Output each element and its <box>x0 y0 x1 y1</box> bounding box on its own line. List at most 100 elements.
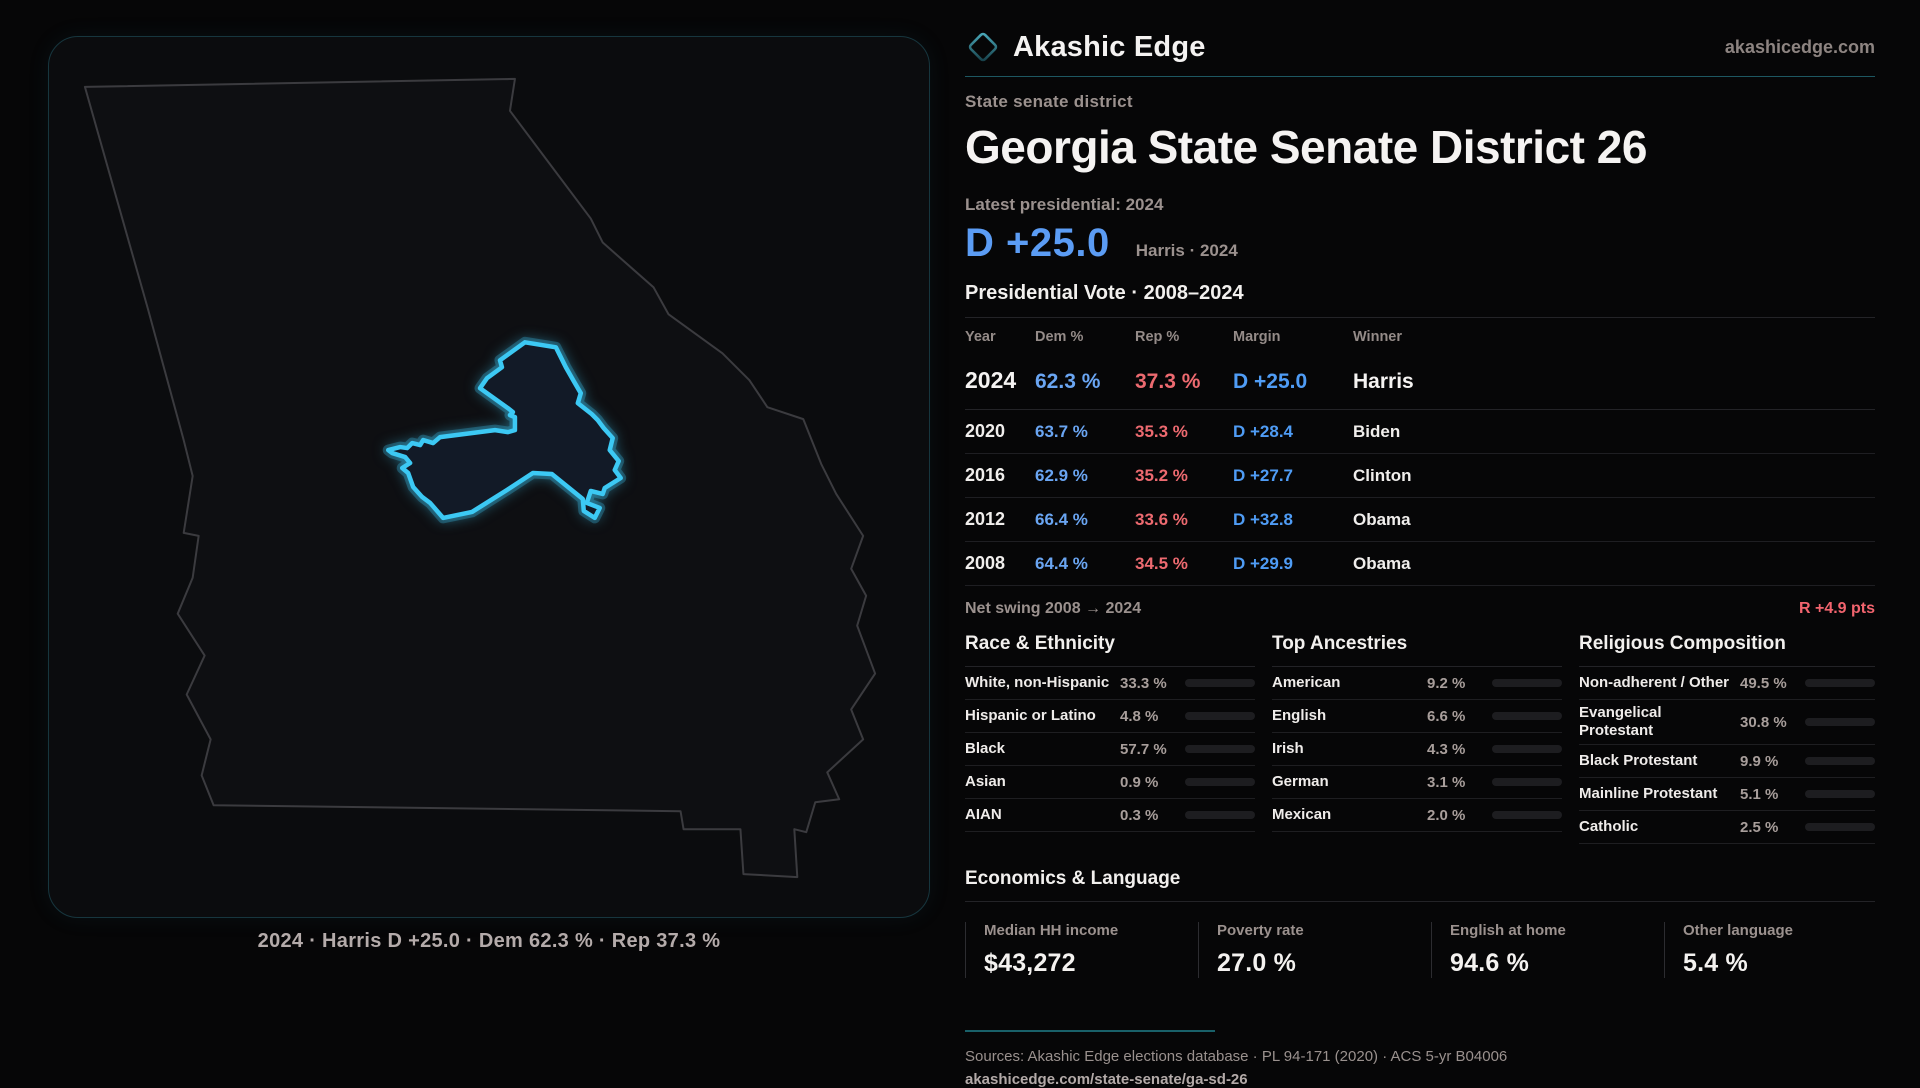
stat-block: Median HH income $43,272 <box>965 922 1198 978</box>
metric-value: 2.0 % <box>1427 806 1466 824</box>
metric-label: Mexican <box>1272 806 1332 823</box>
map-caption: 2024 · Harris D +25.0 · Dem 62.3 % · Rep… <box>257 930 721 952</box>
metric-value: 49.5 % <box>1740 674 1787 692</box>
metric-bar <box>1805 718 1875 726</box>
stat-value: 94.6 % <box>1450 949 1530 977</box>
race-ethnicity-section: Race & Ethnicity White, non-Hispanic 33.… <box>965 633 1255 844</box>
metric-label: American <box>1272 674 1341 691</box>
list-item: Black Protestant 9.9 % <box>1579 745 1875 778</box>
table-row: 2012 66.4 % 33.6 % D +32.8 Obama <box>965 498 1875 542</box>
metric-value: 9.2 % <box>1427 674 1466 692</box>
cell-rep: 35.2 % <box>1135 466 1188 485</box>
metric-label: Black Protestant <box>1579 752 1698 769</box>
metric-bar <box>1185 811 1255 819</box>
vote-table-header: Year Dem % Rep % Margin Winner <box>965 318 1875 354</box>
cell-margin: D +25.0 <box>1233 370 1308 393</box>
list-item: American 9.2 % <box>1272 667 1562 700</box>
metric-value: 33.3 % <box>1120 674 1167 692</box>
list-item: Evangelical Protestant 30.8 % <box>1579 700 1875 745</box>
metric-bar <box>1185 745 1255 753</box>
metric-label: Hispanic or Latino <box>965 707 1096 724</box>
metric-label: White, non-Hispanic <box>965 674 1110 691</box>
stat-block: Other language 5.4 % <box>1664 922 1875 978</box>
cell-rep: 34.5 % <box>1135 554 1188 573</box>
metric-value: 4.3 % <box>1427 740 1466 758</box>
district-26-shape <box>385 340 623 521</box>
col-header-winner: Winner <box>1353 329 1403 345</box>
metric-bar <box>1492 679 1562 687</box>
list-item: Hispanic or Latino 4.8 % <box>965 700 1255 733</box>
vote-table: Year Dem % Rep % Margin Winner 2024 62.3… <box>965 317 1875 586</box>
section-title: Top Ancestries <box>1272 633 1562 667</box>
list-item: AIAN 0.3 % <box>965 799 1255 832</box>
cell-margin: D +27.7 <box>1233 466 1294 485</box>
table-row: 2024 62.3 % 37.3 % D +25.0 Harris <box>965 354 1875 410</box>
cell-margin: D +28.4 <box>1233 422 1294 441</box>
metric-label: Evangelical Protestant <box>1579 704 1662 739</box>
metric-value: 5.1 % <box>1740 785 1779 803</box>
cell-year: 2016 <box>965 465 1006 485</box>
net-swing-row: Net swing 2008 → 2024 R +4.9 pts <box>965 586 1875 618</box>
metric-label: Catholic <box>1579 818 1639 835</box>
section-title: Economics & Language <box>965 868 1875 902</box>
stat-block: English at home 94.6 % <box>1431 922 1664 978</box>
list-item: Asian 0.9 % <box>965 766 1255 799</box>
cell-winner: Clinton <box>1353 466 1412 485</box>
cell-rep: 33.6 % <box>1135 510 1188 529</box>
metric-label: Mainline Protestant <box>1579 785 1718 802</box>
district-type-kicker: State senate district <box>965 92 1133 111</box>
net-swing-label: Net swing 2008 → 2024 <box>965 600 1142 617</box>
stat-label: English at home <box>1450 922 1566 939</box>
cell-winner: Harris <box>1353 370 1414 393</box>
metric-value: 30.8 % <box>1740 713 1787 731</box>
col-header-rep: Rep % <box>1135 329 1180 345</box>
page-title: Georgia State Senate District 26 <box>965 121 1647 173</box>
cell-dem: 66.4 % <box>1035 510 1088 529</box>
metric-bar <box>1492 745 1562 753</box>
cell-year: 2024 <box>965 367 1017 393</box>
district-map-panel <box>48 36 930 918</box>
metric-bar <box>1185 712 1255 720</box>
metric-label: Irish <box>1272 740 1304 757</box>
metric-value: 57.7 % <box>1120 740 1167 758</box>
metric-label: English <box>1272 707 1327 724</box>
list-item: Catholic 2.5 % <box>1579 811 1875 844</box>
cell-winner: Biden <box>1353 422 1401 441</box>
metric-value: 3.1 % <box>1427 773 1466 791</box>
brand-domain-link[interactable]: akashicedge.com <box>1724 36 1875 57</box>
col-header-dem: Dem % <box>1035 329 1084 345</box>
footer-divider <box>965 1030 1215 1032</box>
metric-value: 4.8 % <box>1120 707 1159 725</box>
stat-value: 5.4 % <box>1683 949 1748 977</box>
cell-year: 2008 <box>965 553 1006 573</box>
brand-name: Akashic Edge <box>1013 30 1206 63</box>
list-item: German 3.1 % <box>1272 766 1562 799</box>
headline-margin-value: D +25.0 <box>965 221 1110 265</box>
metric-bar <box>1805 790 1875 798</box>
cell-winner: Obama <box>1353 554 1411 573</box>
cell-rep: 35.3 % <box>1135 422 1188 441</box>
net-swing-value: R +4.9 pts <box>1798 600 1875 617</box>
list-item: Black 57.7 % <box>965 733 1255 766</box>
table-row: 2020 63.7 % 35.3 % D +28.4 Biden <box>965 410 1875 454</box>
list-item: Mainline Protestant 5.1 % <box>1579 778 1875 811</box>
latest-presidential-label: Latest presidential: 2024 <box>965 195 1164 214</box>
vote-table-title: Presidential Vote · 2008–2024 <box>965 282 1244 304</box>
section-title: Race & Ethnicity <box>965 633 1255 667</box>
cell-dem: 62.9 % <box>1035 466 1088 485</box>
cell-year: 2020 <box>965 421 1006 441</box>
stat-label: Poverty rate <box>1217 922 1304 939</box>
demographics-grid: Race & Ethnicity White, non-Hispanic 33.… <box>965 633 1875 844</box>
metric-bar <box>1805 757 1875 765</box>
metric-bar <box>1492 712 1562 720</box>
religion-section: Religious Composition Non-adherent / Oth… <box>1579 633 1875 844</box>
georgia-map <box>83 77 877 879</box>
headline-margin-block: D +25.0 Harris · 2024 <box>965 221 1875 266</box>
metric-value: 6.6 % <box>1427 707 1466 725</box>
cell-margin: D +32.8 <box>1233 510 1294 529</box>
brand-diamond-icon <box>968 32 998 62</box>
metric-label: German <box>1272 773 1329 790</box>
col-header-margin: Margin <box>1233 329 1281 345</box>
stat-label: Other language <box>1683 922 1794 939</box>
footer: Sources: Akashic Edge elections database… <box>965 1030 1875 1088</box>
